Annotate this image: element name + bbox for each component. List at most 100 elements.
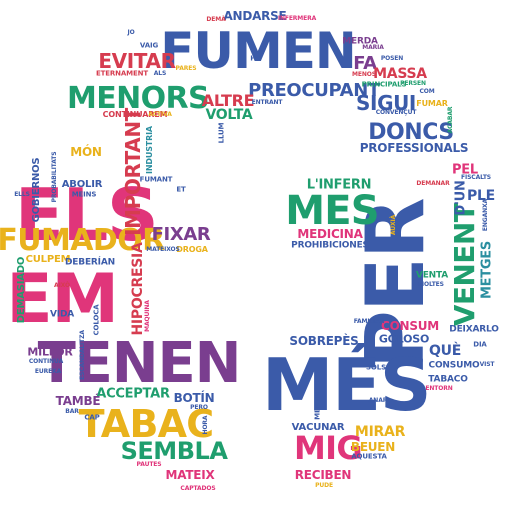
cloud-word: MENOS (352, 71, 376, 78)
cloud-word: PRINCIPALS (361, 80, 407, 89)
cloud-word: DIA (473, 340, 487, 349)
cloud-word: ALTRE (201, 91, 255, 110)
cloud-word: PARES (175, 65, 197, 72)
cloud-word: FAMILIAR (353, 318, 385, 325)
cloud-word: MENTRE (313, 388, 322, 420)
cloud-word: MOLTES (418, 281, 444, 288)
cloud-word: MIG (293, 429, 363, 467)
cloud-word: PERO (190, 404, 208, 411)
cloud-word: ALS (153, 70, 167, 77)
cloud-word: RECIBEN (294, 468, 352, 482)
cloud-word: ABOLIR (61, 179, 103, 190)
cloud-word: MAQUINA (144, 300, 151, 332)
cloud-word: ACTIVA (148, 111, 172, 118)
cloud-word: ELS (14, 173, 159, 257)
cloud-word: CONTINUAREM (102, 110, 168, 119)
cloud-word: TABAC (78, 402, 215, 446)
cloud-word: METGES (479, 240, 495, 300)
cloud-word: CONVENÇUT (375, 109, 417, 116)
cloud-word: BAR (65, 408, 79, 415)
cloud-word: MES (285, 188, 379, 234)
cloud-word: EUREKA (34, 368, 62, 375)
cloud-word: L'INFERN (306, 177, 372, 193)
cloud-word: FIXAR (151, 224, 211, 245)
cloud-word: HIPOCRESIA (130, 242, 146, 336)
cloud-word: VENENT (448, 203, 481, 327)
cloud-word: COLOCA (92, 304, 101, 336)
cloud-word: DROGA (176, 245, 208, 254)
cloud-word: D'UN (453, 180, 469, 216)
cloud-word: VIDA (49, 309, 75, 320)
cloud-word: VENTA (415, 270, 449, 281)
cloud-word: VIST (479, 361, 495, 368)
cloud-word: ET (176, 185, 186, 194)
cloud-word: DEIXARLO (449, 324, 499, 335)
cloud-word: EM (6, 260, 119, 339)
cloud-word: GOLOSO (378, 332, 430, 346)
cloud-word: MIRAR (354, 424, 406, 440)
cloud-word: LLUM (217, 122, 226, 144)
cloud-word: ENTRANT (251, 99, 283, 106)
cloud-word: MERDA (342, 36, 378, 47)
cloud-word: INDUSTRIA (145, 126, 154, 174)
cloud-word: AIXÒ (54, 282, 70, 289)
cloud-word: INFERMERA (277, 15, 317, 22)
cloud-word: MÓN (70, 145, 102, 159)
cloud-word: PROBABILITATS (51, 151, 58, 203)
cloud-word: CONSUM (381, 319, 439, 333)
cloud-word: HORA (202, 415, 209, 435)
cloud-word: DONCS (368, 120, 454, 145)
cloud-word: ELLS (14, 191, 30, 198)
cloud-word: FUMAR (416, 99, 448, 108)
cloud-word: PREOCUPANT (248, 80, 380, 101)
cloud-word: MATEIX (165, 468, 215, 482)
cloud-word: PAUTES (136, 461, 162, 468)
cloud-word: MÉS (261, 343, 432, 427)
cloud-word: VAIG (139, 41, 159, 50)
cloud-word: COM (419, 88, 435, 95)
cloud-word: CONSUMO (428, 360, 480, 371)
cloud-word: CAP (84, 413, 100, 422)
cloud-word: SOLS (366, 363, 386, 372)
cloud-word: JO (127, 29, 135, 36)
cloud-word: CONTINUA (28, 358, 64, 365)
cloud-word: EVITAR (98, 49, 176, 73)
cloud-word: MARIA (362, 44, 384, 51)
cloud-word: DEBERÍAN (65, 257, 115, 268)
cloud-word: DEMÀ (206, 16, 226, 23)
cloud-word: FA (353, 53, 377, 74)
cloud-word: PLE (467, 188, 495, 204)
cloud-word: IMPORTANT (121, 108, 145, 236)
cloud-word: ENGANXA (482, 198, 489, 232)
cloud-word: MEINS (71, 190, 97, 199)
cloud-word: DEMANAR (416, 180, 450, 187)
cloud-word: FISCALTS (461, 174, 491, 181)
cloud-word: ANAR (368, 397, 388, 404)
cloud-word: FUMADOR (0, 223, 165, 258)
cloud-word: AUXIÀ (390, 214, 397, 236)
cloud-word: PEL (452, 162, 478, 178)
cloud-word: TENEN (37, 331, 242, 396)
cloud-word: BOTÍN (173, 391, 215, 405)
cloud-word: PUDE (315, 482, 333, 489)
cloud-word: ESCANDALITZA (79, 330, 86, 380)
cloud-word: MENORS (66, 81, 210, 116)
cloud-word: MEDICINA (297, 227, 363, 241)
cloud-word: MILLOR (27, 345, 73, 359)
cloud-word: ACABAR (447, 106, 454, 134)
cloud-word: SIGUI (356, 91, 416, 115)
cloud-word: SEMBLA (120, 437, 228, 465)
cloud-word: POSEN (380, 55, 404, 62)
cloud-word: FUMEN (160, 22, 357, 80)
cloud-word: VACUNAR (291, 422, 345, 433)
cloud-word: ENTORN (425, 385, 453, 392)
cloud-word: PERSEN (400, 80, 426, 87)
cloud-word: PROHIBICIONES (291, 240, 369, 251)
cloud-word: QUÈ (429, 343, 461, 359)
cloud-word: ANDARSE (223, 9, 287, 23)
cloud-word: BEUEN (350, 440, 396, 454)
cloud-word: SOBREPÈS (289, 334, 359, 348)
cloud-word: MATEIXOS (146, 246, 180, 253)
cloud-word: DEMASIADO (16, 256, 27, 324)
